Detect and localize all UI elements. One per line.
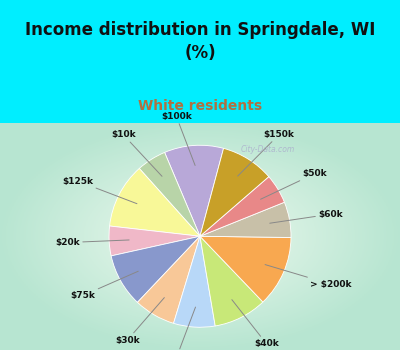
Text: $20k: $20k [56, 238, 129, 247]
Text: City-Data.com: City-Data.com [241, 145, 295, 154]
Text: $75k: $75k [71, 271, 138, 300]
Text: $50k: $50k [260, 169, 327, 199]
Wedge shape [139, 152, 200, 236]
Wedge shape [200, 236, 263, 326]
Text: White residents: White residents [138, 99, 262, 113]
Text: $10k: $10k [111, 130, 162, 176]
Wedge shape [109, 226, 200, 256]
Wedge shape [111, 236, 200, 302]
Text: Income distribution in Springdale, WI
(%): Income distribution in Springdale, WI (%… [25, 21, 375, 62]
Wedge shape [200, 177, 284, 236]
Text: $150k: $150k [238, 130, 295, 176]
Wedge shape [200, 148, 269, 236]
Wedge shape [110, 168, 200, 236]
Text: $30k: $30k [115, 298, 164, 345]
Text: > $200k: > $200k [265, 265, 352, 289]
Wedge shape [200, 236, 291, 302]
Text: $40k: $40k [232, 300, 279, 348]
Text: $60k: $60k [270, 210, 343, 223]
Wedge shape [200, 202, 291, 238]
Text: $100k: $100k [161, 112, 195, 166]
Text: $125k: $125k [62, 177, 137, 204]
Text: $200k: $200k [162, 307, 196, 350]
Wedge shape [138, 236, 200, 323]
Wedge shape [164, 145, 224, 236]
Wedge shape [174, 236, 215, 327]
